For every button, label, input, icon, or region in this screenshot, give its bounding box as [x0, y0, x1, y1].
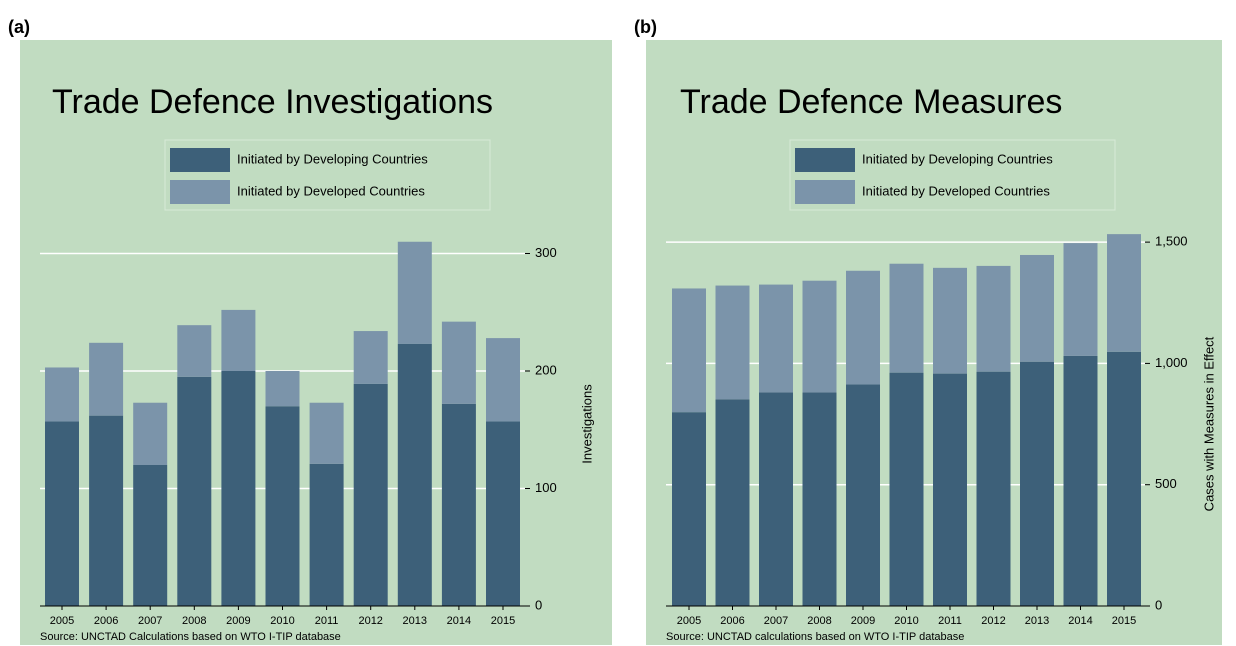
y-tick-label: 200 [535, 362, 557, 377]
source-note: Source: UNCTAD Calculations based on WTO… [40, 631, 341, 643]
x-tick-label: 2011 [938, 615, 962, 627]
y-tick-label: 1,000 [1155, 355, 1188, 370]
bar [441, 321, 476, 404]
bar [933, 373, 967, 606]
x-tick-label: 2005 [677, 615, 701, 627]
bar [397, 241, 432, 344]
legend-swatch [795, 180, 855, 204]
source-note: Source: UNCTAD calculations based on WTO… [666, 631, 964, 643]
x-tick-label: 2005 [50, 615, 74, 627]
bar [759, 284, 793, 393]
bar [309, 402, 344, 464]
panel-label: (b) [634, 17, 657, 37]
y-tick-label: 0 [535, 597, 542, 612]
chart-title: Trade Defence Measures [680, 83, 1062, 121]
bar [802, 392, 837, 606]
legend-label: Initiated by Developing Countries [237, 151, 428, 166]
panel-label: (a) [8, 17, 30, 37]
legend-swatch [795, 148, 855, 172]
bar [933, 267, 967, 374]
x-tick-label: 2013 [1025, 615, 1049, 627]
bar [672, 412, 706, 606]
x-tick-label: 2008 [807, 615, 831, 627]
bar [1020, 254, 1054, 362]
x-tick-label: 2012 [358, 615, 382, 627]
bar [309, 463, 344, 606]
y-tick-label: 100 [535, 480, 557, 495]
bar [1107, 234, 1141, 352]
x-tick-label: 2006 [720, 615, 744, 627]
bar [846, 384, 880, 606]
y-tick-label: 1,500 [1155, 234, 1188, 249]
x-tick-label: 2010 [270, 615, 294, 627]
bar [133, 402, 168, 465]
x-tick-label: 2007 [764, 615, 788, 627]
bar [889, 372, 924, 606]
bar [1063, 243, 1098, 356]
bar [397, 343, 432, 606]
bar [976, 265, 1011, 372]
bar [177, 325, 212, 377]
x-tick-label: 2010 [894, 615, 918, 627]
bar [486, 338, 520, 422]
y-tick-label: 0 [1155, 597, 1162, 612]
legend-label: Initiated by Developed Countries [237, 183, 425, 198]
legend-swatch [170, 180, 230, 204]
bar [89, 342, 124, 416]
bar [221, 371, 256, 606]
bar [89, 415, 124, 606]
bar [802, 280, 837, 393]
bar [715, 285, 750, 400]
x-tick-label: 2014 [447, 615, 471, 627]
bar [177, 376, 212, 606]
x-tick-label: 2015 [491, 615, 515, 627]
x-tick-label: 2013 [403, 615, 427, 627]
bar [1020, 361, 1054, 606]
bar [759, 392, 793, 606]
x-tick-label: 2007 [138, 615, 162, 627]
bar [441, 403, 476, 606]
x-tick-label: 2008 [182, 615, 206, 627]
bar [846, 270, 880, 385]
legend-swatch [170, 148, 230, 172]
x-tick-label: 2011 [315, 615, 339, 627]
bar [221, 309, 256, 371]
bar [353, 331, 388, 384]
y-tick-label: 500 [1155, 476, 1177, 491]
bar [45, 367, 79, 422]
y-tick-label: 300 [535, 245, 557, 260]
bar [976, 371, 1011, 606]
bar [265, 371, 300, 407]
x-tick-label: 2009 [226, 615, 250, 627]
y-axis-title: Investigations [579, 384, 594, 464]
x-tick-label: 2015 [1112, 615, 1136, 627]
y-axis-title: Cases with Measures in Effect [1201, 336, 1216, 511]
bar [265, 406, 300, 606]
bar [45, 421, 79, 606]
x-tick-label: 2012 [981, 615, 1005, 627]
chart-title: Trade Defence Investigations [52, 83, 493, 121]
bar [715, 399, 750, 606]
bar [133, 465, 168, 606]
bar [1107, 351, 1141, 606]
legend-label: Initiated by Developed Countries [862, 183, 1050, 198]
x-tick-label: 2014 [1068, 615, 1092, 627]
bar [1063, 355, 1098, 606]
x-tick-label: 2009 [851, 615, 875, 627]
bar [672, 288, 706, 413]
legend-label: Initiated by Developing Countries [862, 151, 1053, 166]
bar [353, 383, 388, 606]
x-tick-label: 2006 [94, 615, 118, 627]
bar [889, 263, 924, 373]
bar [486, 421, 520, 606]
